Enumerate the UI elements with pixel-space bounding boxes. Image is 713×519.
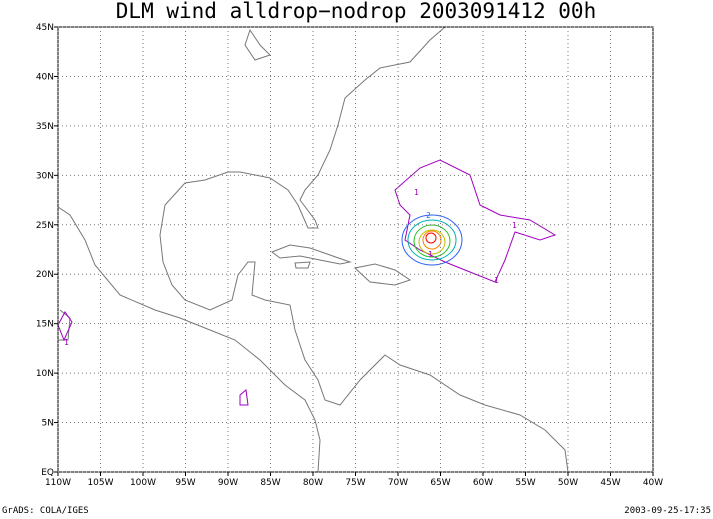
contour-label: 1	[494, 276, 499, 285]
y-tick-label: 30N	[36, 171, 54, 181]
x-tick-label: 40W	[643, 478, 663, 488]
x-tick-label: 50W	[558, 478, 578, 488]
y-tick-label: 25N	[36, 221, 54, 231]
contours	[57, 159, 557, 406]
x-tick-label: 110W	[45, 478, 71, 488]
contour-label: 2	[426, 211, 431, 220]
contour-label: 1	[512, 221, 517, 230]
contour-label: 1	[414, 188, 419, 197]
contour-label: 1	[64, 338, 69, 347]
x-tick-label: 105W	[87, 478, 113, 488]
title: DLM wind alldrop−nodrop 2003091412 00h	[116, 0, 596, 23]
x-tick-label: 90W	[218, 478, 238, 488]
footer-left: GrADS: COLA/IGES	[2, 506, 89, 516]
y-tick-label: EQ	[41, 468, 54, 478]
x-tick-label: 80W	[303, 478, 323, 488]
y-tick-label: 10N	[36, 369, 54, 379]
x-tick-label: 65W	[430, 478, 450, 488]
x-tick-label: 100W	[130, 478, 156, 488]
y-tick-label: 45N	[36, 23, 54, 33]
y-tick-label: 20N	[36, 270, 54, 280]
plot-frame	[57, 26, 654, 473]
x-tick-label: 70W	[388, 478, 408, 488]
x-tick-label: 85W	[260, 478, 280, 488]
y-tick-label: 40N	[36, 72, 54, 82]
y-tick-label: 15N	[36, 320, 54, 330]
x-tick-label: 45W	[600, 478, 620, 488]
coastlines	[57, 26, 569, 473]
footer-right: 2003-09-25-17:35	[624, 506, 711, 516]
y-tick-label: 35N	[36, 122, 54, 132]
x-tick-label: 60W	[473, 478, 493, 488]
x-tick-label: 95W	[175, 478, 195, 488]
x-tick-label: 75W	[345, 478, 365, 488]
y-tick-label: 5N	[42, 419, 54, 429]
contour-label: 1	[428, 250, 433, 259]
x-tick-label: 55W	[515, 478, 535, 488]
